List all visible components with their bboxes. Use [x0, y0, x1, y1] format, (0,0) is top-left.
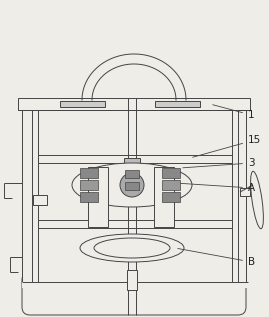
Ellipse shape: [80, 234, 184, 262]
Bar: [38, 220, 232, 228]
Bar: [162, 168, 180, 178]
Bar: [162, 180, 180, 190]
Bar: [154, 167, 174, 227]
Text: 15: 15: [193, 135, 261, 157]
Bar: [80, 168, 98, 178]
Text: 3: 3: [183, 158, 255, 168]
Ellipse shape: [94, 238, 170, 258]
Bar: [80, 192, 98, 202]
Bar: [80, 180, 98, 190]
Text: B: B: [178, 249, 255, 267]
Bar: [33, 195, 47, 205]
Bar: [88, 167, 108, 227]
Bar: [60, 101, 105, 107]
Bar: [22, 106, 246, 285]
FancyBboxPatch shape: [22, 272, 246, 315]
Bar: [22, 282, 248, 288]
Bar: [162, 192, 180, 202]
Text: A: A: [178, 183, 255, 193]
Ellipse shape: [72, 163, 192, 207]
Bar: [125, 182, 139, 190]
Ellipse shape: [251, 171, 263, 229]
Bar: [125, 170, 139, 178]
Bar: [38, 155, 232, 163]
Bar: [124, 158, 140, 170]
Bar: [18, 98, 250, 110]
Bar: [28, 108, 240, 280]
Bar: [240, 188, 250, 196]
Bar: [155, 101, 200, 107]
Circle shape: [120, 173, 144, 197]
Text: 1: 1: [213, 105, 255, 120]
Bar: [127, 270, 137, 290]
